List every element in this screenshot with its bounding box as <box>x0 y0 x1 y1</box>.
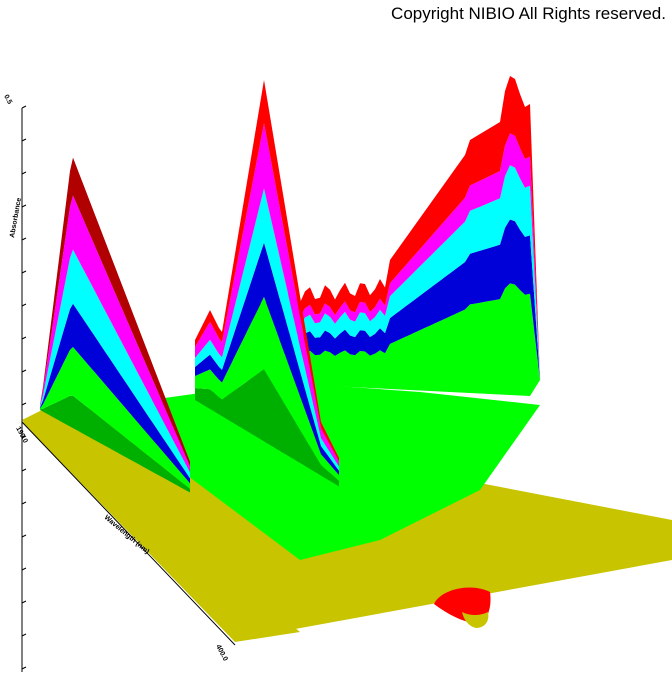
vertical-axis-tick <box>21 534 27 538</box>
vertical-axis-ticks <box>21 105 27 670</box>
vertical-axis-tick <box>21 105 27 109</box>
vertical-axis-tick <box>21 501 27 505</box>
front-ridge-band-1 <box>40 395 190 493</box>
depth-axis-tick-start: 190.0 <box>14 426 28 445</box>
vertical-axis-tick <box>21 138 27 142</box>
vertical-axis-tick <box>21 270 27 274</box>
copyright-notice: Copyright NIBIO All Rights reserved. <box>391 4 666 23</box>
mid-ridge-band-3 <box>195 242 339 475</box>
far-ridge-band-3 <box>250 165 540 380</box>
vertical-axis-tick <box>21 666 27 670</box>
front-ridge-band-3 <box>40 303 190 484</box>
vertical-axis-tick <box>21 600 27 604</box>
far-ridge-band-1 <box>250 283 540 396</box>
vertical-axis-tick <box>21 336 27 340</box>
far-ridge-band-2 <box>250 219 540 380</box>
surface-ridge-mid <box>195 80 339 487</box>
depth-axis-tick-end: 400.0 <box>214 644 228 663</box>
vertical-axis-tick <box>21 468 27 472</box>
vertical-axis-tick <box>21 435 27 439</box>
vertical-axis-tick <box>21 567 27 571</box>
front-ridge-band-4 <box>40 249 190 479</box>
depth-axis-line <box>21 421 236 646</box>
surface-negative-dip <box>434 587 491 623</box>
vertical-axis-tick <box>21 171 27 175</box>
vertical-axis-tick <box>21 303 27 307</box>
mid-ridge-band-2 <box>195 296 339 481</box>
front-ridge-band-2 <box>40 347 190 489</box>
surface-ridge-front <box>40 157 190 493</box>
vertical-axis-tick <box>21 369 27 373</box>
mid-ridge-band-4 <box>195 188 339 471</box>
surface-ridge-far <box>250 76 540 396</box>
vertical-axis-tick <box>21 204 27 208</box>
surface-negative-dip-edge <box>462 612 489 628</box>
surface-front-strip <box>22 418 300 642</box>
mid-ridge-band-5 <box>195 123 339 467</box>
vertical-axis-tick <box>21 237 27 241</box>
mid-ridge-band-1 <box>195 369 339 487</box>
vertical-axis-tick-top: 0.5 <box>2 94 13 106</box>
vertical-axis-label: Absorbance <box>9 197 23 238</box>
vertical-axis-tick <box>21 402 27 406</box>
vertical-axis-tick <box>21 633 27 637</box>
far-ridge-band-5 <box>250 76 540 380</box>
far-ridge-band-4 <box>250 133 540 380</box>
